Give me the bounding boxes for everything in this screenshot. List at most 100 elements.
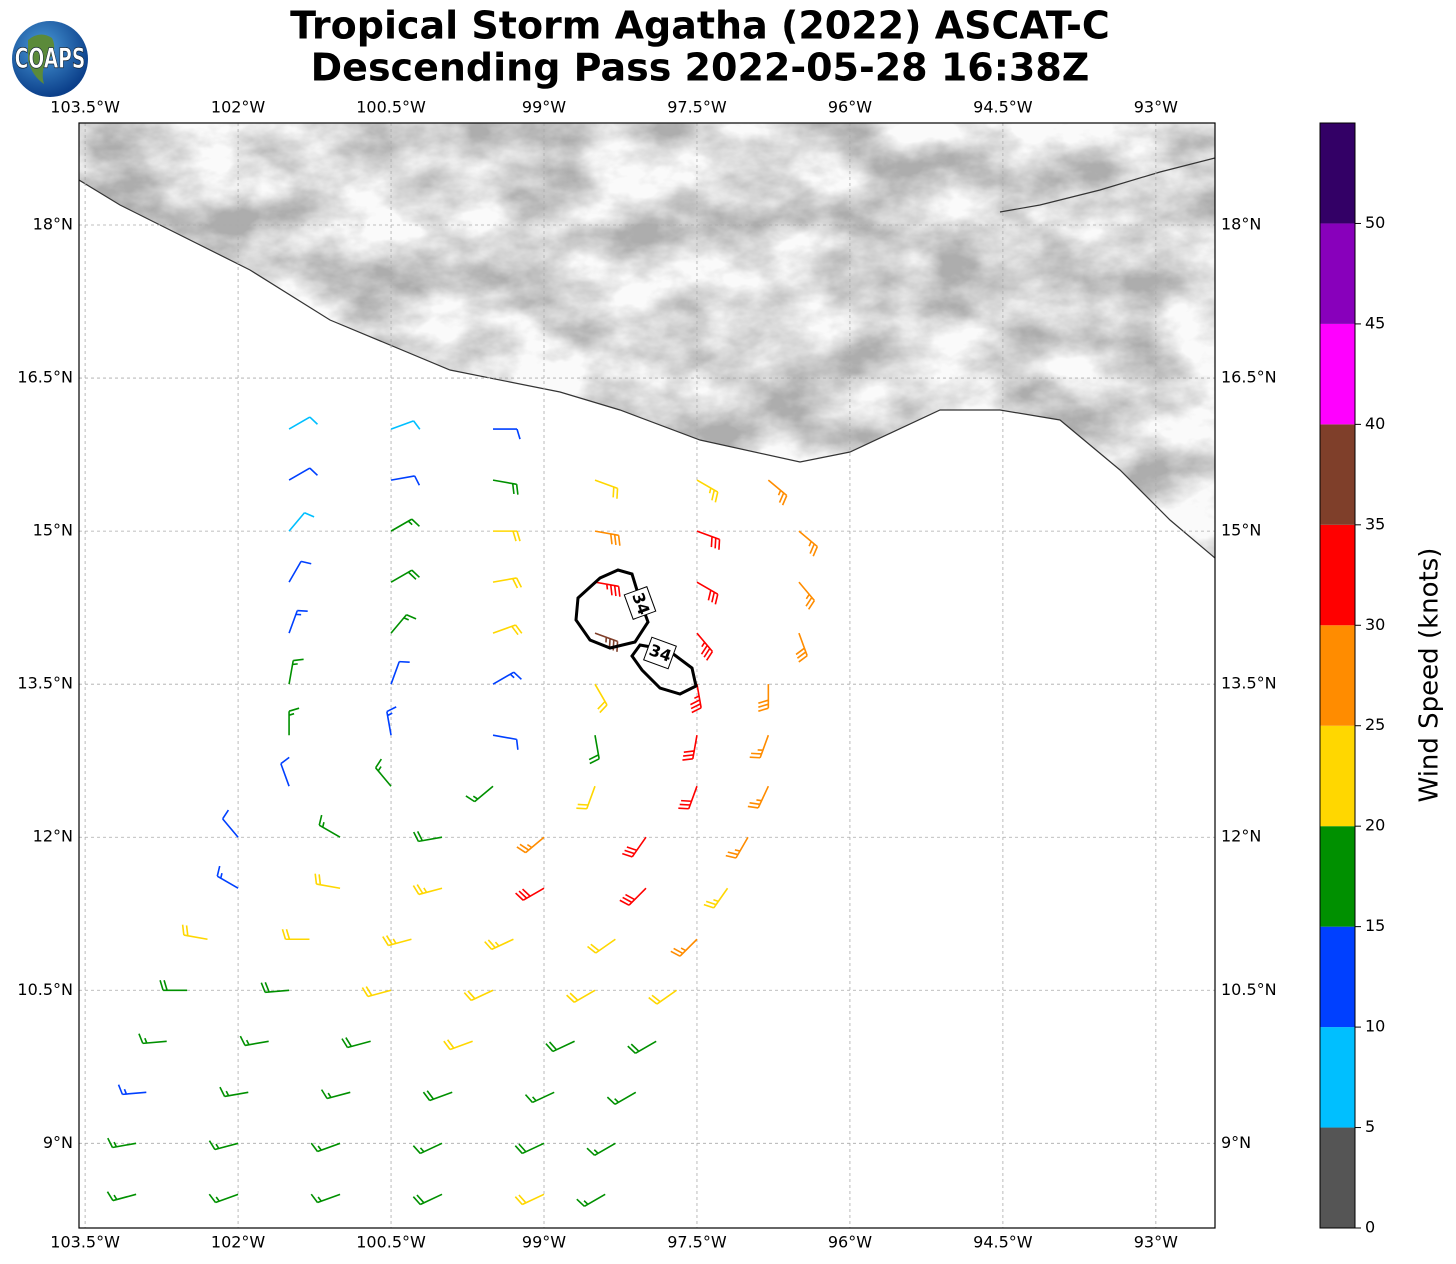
plot-frame	[78, 122, 1216, 1229]
wind-barb	[361, 986, 392, 998]
wind-barb	[725, 836, 749, 859]
x-tick-label: 99°W	[522, 98, 566, 117]
wind-barb	[288, 512, 315, 532]
x-tick-label: 99°W	[522, 1233, 566, 1252]
wind-barb	[493, 428, 521, 440]
wind-barb	[798, 581, 816, 610]
colorbar-tick-label: 0	[1365, 1218, 1375, 1237]
colorbar-segment	[1320, 524, 1355, 626]
chart-title: Tropical Storm Agatha (2022) ASCAT-C	[290, 4, 1110, 48]
y-tick-label: 12°N	[1221, 827, 1261, 846]
wind-barb	[159, 980, 188, 992]
colorbar-segment	[1320, 625, 1355, 726]
wind-barb	[239, 1035, 269, 1047]
wind-barb	[221, 809, 239, 838]
wind-barb	[390, 518, 420, 532]
wind-barb	[696, 581, 719, 605]
wind-barb	[594, 683, 608, 714]
wind-barb	[622, 836, 647, 858]
wind-barb	[627, 1040, 657, 1054]
wind-barb	[606, 1091, 637, 1105]
wind-barb	[594, 479, 619, 499]
x-tick-label: 102°W	[211, 1233, 266, 1252]
x-tick-label: 103.5°W	[50, 98, 120, 117]
wind-barb	[524, 1091, 555, 1104]
wind-barb	[390, 569, 420, 583]
wind-barb	[208, 1140, 239, 1151]
colorbar-tick-label: 5	[1365, 1117, 1375, 1136]
colorbar-segment	[1320, 123, 1355, 224]
wind-barb	[586, 1142, 616, 1157]
wind-barb	[465, 785, 494, 803]
wind-barb	[492, 671, 522, 685]
colorbar-frame	[1319, 122, 1356, 1229]
wind-barb	[341, 1037, 371, 1049]
wind-barb	[288, 416, 318, 430]
chart-subtitle: Descending Pass 2022-05-28 16:38Z	[311, 46, 1090, 90]
coastline	[79, 179, 1215, 559]
wind-barb	[318, 814, 341, 838]
wind-barb	[484, 938, 514, 951]
contour-line	[574, 568, 650, 650]
x-tick-label: 102°W	[211, 98, 266, 117]
x-tick-label: 100.5°W	[356, 1233, 426, 1252]
y-tick-label: 10.5°N	[1221, 980, 1277, 999]
contour-line	[630, 643, 698, 696]
x-tick-label: 97.5°W	[667, 1233, 727, 1252]
wind-barb	[576, 785, 596, 810]
wind-barb	[515, 887, 545, 901]
wind-barb	[412, 1193, 443, 1206]
wind-barb	[678, 785, 698, 810]
grid	[79, 123, 1215, 1228]
y-tick-label: 12°N	[33, 827, 73, 846]
wind-barb	[260, 982, 290, 994]
wind-barb	[288, 467, 318, 481]
wind-barb	[682, 735, 698, 761]
wind-barb	[514, 1142, 545, 1155]
wind-barb	[594, 530, 621, 546]
colorbar: 0 5 10 15 20 25 30 35 40 45 50	[1319, 122, 1385, 1237]
wind-barb	[320, 1089, 351, 1100]
wind-barb	[386, 706, 397, 736]
y-tick-label: 10.5°N	[17, 980, 73, 999]
colorbar-tick-label: 40	[1365, 414, 1385, 433]
x-tick-label: 97.5°W	[667, 98, 727, 117]
x-tick-label: 96°W	[828, 98, 872, 117]
logo-text: COAPS	[15, 42, 86, 75]
x-tick-label: 93°W	[1134, 98, 1178, 117]
y-tick-label: 16.5°N	[17, 368, 73, 387]
wind-barb	[492, 734, 519, 750]
y-tick-label: 18°N	[1221, 215, 1261, 234]
colorbar-segment	[1320, 826, 1355, 927]
wind-barb	[412, 1142, 443, 1155]
wind-barb	[492, 577, 523, 589]
wind-barb	[747, 785, 770, 809]
y-tick-label: 15°N	[1221, 521, 1261, 540]
wind-barb	[798, 530, 819, 557]
wind-barb	[314, 873, 341, 890]
wind-barb	[107, 1137, 137, 1149]
contour-label-box	[623, 586, 657, 620]
wind-barb	[492, 479, 519, 495]
wind-barb	[422, 1090, 453, 1102]
colorbar-tick-label: 45	[1365, 313, 1385, 332]
wind-barb	[648, 989, 678, 1005]
wind-barb	[703, 887, 729, 909]
x-tick-label: 100.5°W	[356, 98, 426, 117]
wind-barb	[767, 479, 788, 506]
y-tick-label: 9°N	[1221, 1133, 1251, 1152]
wind-barb	[310, 1142, 341, 1153]
y-tick-label: 16.5°N	[1221, 368, 1277, 387]
coastline	[999, 157, 1215, 213]
wind-barb	[310, 1193, 341, 1204]
wind-barb	[390, 614, 417, 634]
wind-barb	[545, 1040, 575, 1053]
wind-barb	[696, 530, 721, 550]
wind-barb	[492, 624, 523, 636]
wind-barb	[390, 475, 421, 486]
wind-barb	[288, 609, 308, 634]
wind-barb	[566, 989, 596, 1003]
colorbar-segment	[1320, 926, 1355, 1028]
colorbar-segment	[1320, 323, 1355, 425]
